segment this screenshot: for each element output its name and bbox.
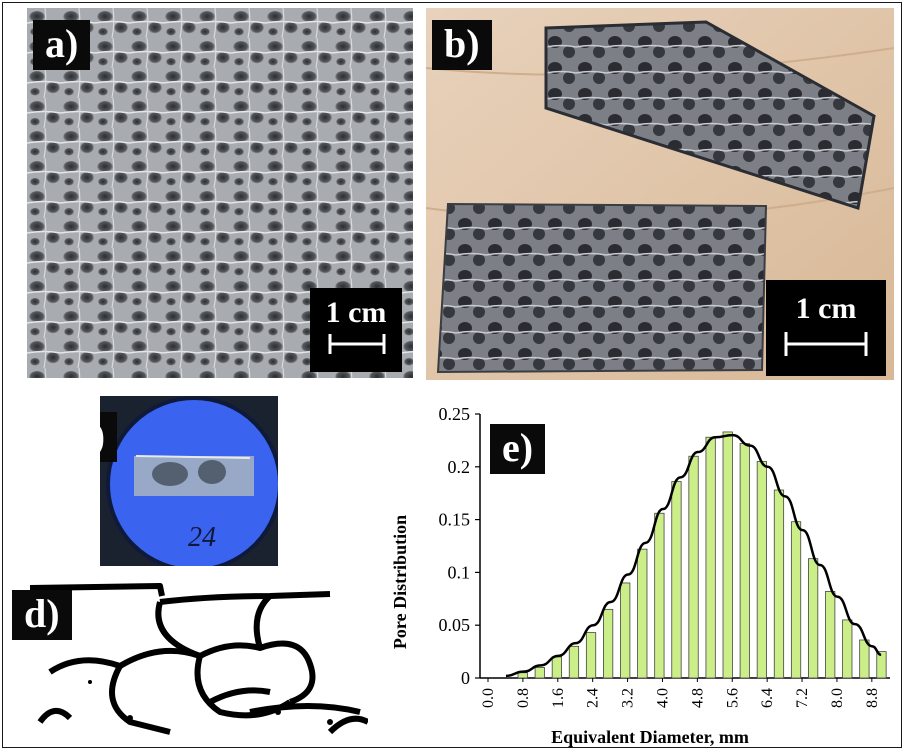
chart-bar (671, 481, 682, 679)
sample-number: 24 (188, 522, 216, 553)
panel-e-label: e) (490, 424, 546, 474)
scale-bar-a-text: 1 cm (325, 296, 387, 329)
x-tick-label: 6.4 (759, 688, 776, 708)
chart-bar (603, 608, 614, 679)
x-tick-label: 3.2 (620, 688, 637, 708)
x-tick-label: 4.0 (654, 688, 671, 708)
panel-a-foam-photo: a) 1 cm (27, 8, 413, 378)
chart-axes (479, 414, 890, 679)
scale-bar-b-text: 1 cm (795, 292, 857, 325)
chart-bar (842, 619, 853, 679)
panel-a-label: a) (33, 20, 91, 70)
scale-bar-a-line (328, 334, 386, 354)
y-tick-label: 0.25 (439, 404, 471, 424)
y-tick-label: 0.05 (439, 615, 471, 635)
panel-e-chart: 0 0.05 0.1 0.15 0.2 0.25 0.0 0.8 1.6 2.4 3.2 4.0 4.8… (384, 394, 900, 750)
chart-bar (722, 431, 733, 679)
chart-bar (876, 651, 887, 679)
chart-bar (790, 521, 802, 679)
scale-bar-b: 1 cm (766, 280, 886, 376)
sample-disk-photo: 24 (100, 396, 278, 566)
pore-distribution-chart: 0 0.05 0.1 0.15 0.2 0.25 0.0 0.8 1.6 2.4 3.2 4.0 4.8… (390, 404, 890, 747)
chart-bar (637, 548, 648, 679)
x-tick-label: 5.6 (724, 688, 741, 708)
x-tick-label: 0.0 (480, 688, 497, 708)
fit-curve-line (505, 433, 882, 678)
chart-bar (688, 455, 699, 679)
scale-bar-b-line (784, 332, 868, 356)
x-tick-label: 2.4 (585, 688, 602, 708)
chart-bar (859, 639, 870, 679)
x-tick-label: 8.8 (864, 688, 881, 708)
chart-bar (534, 667, 545, 679)
panel-c-label: c) (100, 412, 118, 462)
chart-bar (756, 461, 767, 679)
y-tick-label: 0.15 (439, 510, 471, 530)
x-tick-label: 1.6 (550, 688, 567, 708)
chart-bar (568, 645, 580, 679)
chart-bar (739, 443, 750, 679)
chart-bar (654, 512, 665, 679)
chart-bar (551, 656, 562, 679)
x-tick-label: 8.0 (829, 688, 846, 708)
chart-ticks: 0 0.05 0.1 0.15 0.2 0.25 0.0 0.8 1.6 2.4 3.2 4.0 4.8… (439, 404, 881, 708)
y-tick-label: 0 (461, 668, 470, 688)
x-tick-label: 0.8 (515, 688, 532, 708)
chart-bars (517, 431, 887, 679)
panel-d-binary-image: d) (10, 582, 368, 738)
chart-fit-curve (505, 433, 882, 678)
scale-bar-a: 1 cm (310, 288, 402, 372)
chart-bar (585, 632, 597, 679)
chart-bar (825, 591, 836, 679)
chart-bar (620, 582, 631, 679)
x-tick-label: 4.8 (689, 688, 706, 708)
panel-d-label: d) (12, 590, 72, 640)
panel-c-sample-photo: 24 c) (100, 396, 278, 566)
chart-bar (517, 672, 528, 679)
x-axis-label: Equivalent Diameter, mm (551, 727, 749, 747)
y-tick-label: 0.1 (448, 562, 471, 582)
chart-bar (773, 489, 785, 679)
panel-b-foam-photo: b) 1 cm (426, 8, 894, 380)
x-tick-label: 7.2 (794, 688, 811, 708)
y-tick-label: 0.2 (448, 457, 471, 477)
y-axis-label: Pore Distribution (390, 515, 410, 649)
panel-b-label: b) (432, 20, 492, 70)
chart-bar (808, 558, 819, 679)
chart-bar (705, 436, 716, 679)
